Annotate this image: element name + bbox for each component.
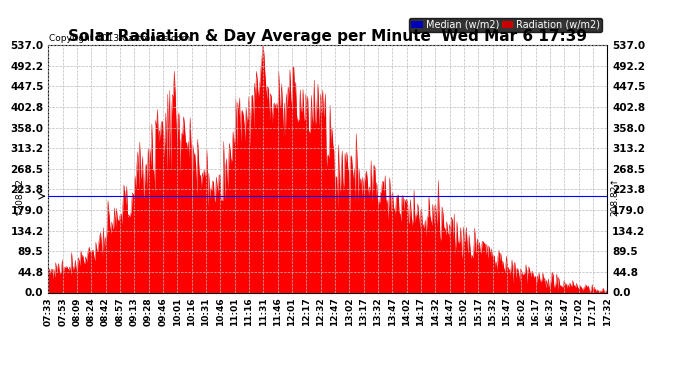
Text: ↑208.82: ↑208.82 xyxy=(14,177,23,216)
Title: Solar Radiation & Day Average per Minute  Wed Mar 6 17:39: Solar Radiation & Day Average per Minute… xyxy=(68,29,587,44)
Text: 208.82↑: 208.82↑ xyxy=(610,177,619,216)
Text: Copyright 2013 Cartronics.com: Copyright 2013 Cartronics.com xyxy=(49,33,190,42)
Legend: Median (w/m2), Radiation (w/m2): Median (w/m2), Radiation (w/m2) xyxy=(409,18,602,32)
